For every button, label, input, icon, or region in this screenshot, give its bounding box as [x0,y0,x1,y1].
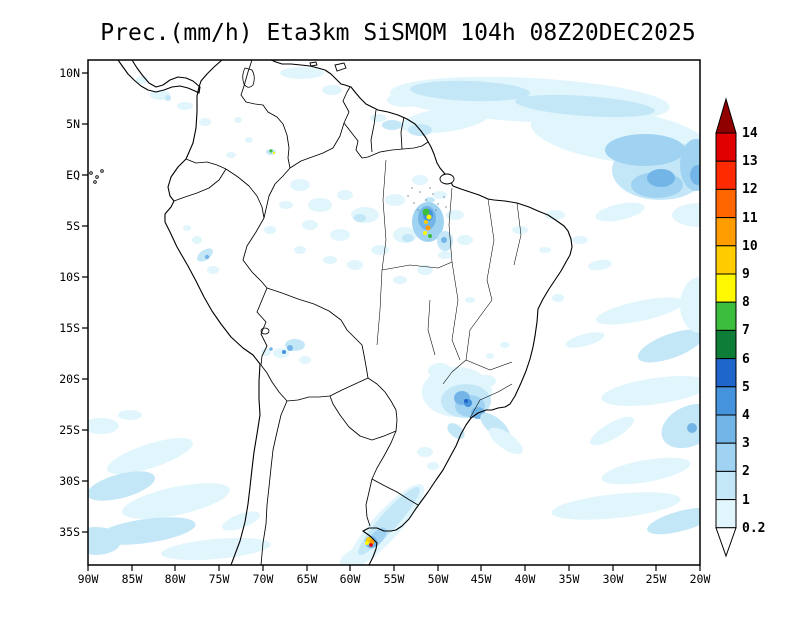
y-tick-label: 5S [66,219,80,233]
galapagos-islands [89,169,104,184]
colorbar-label: 1 [742,493,750,508]
colorbar-overflow-top [715,97,737,134]
x-tick-label: 60W [340,572,361,586]
y-tick-label: EQ [66,168,80,182]
colorbar-segment [715,188,737,219]
colorbar-segment [715,386,737,416]
y-tick-label: 5N [66,117,80,131]
trinidad-island [334,62,347,72]
drizzle-dots [407,187,447,211]
x-tick-label: 65W [297,572,318,586]
y-axis-labels: 10N 5N EQ 5S 10S 15S 20S 25S 30S 35S [59,66,80,539]
colorbar-label: 9 [742,267,750,282]
colorbar-label: 10 [742,239,758,254]
x-tick-label: 25W [646,572,667,586]
colorbar-segment [715,358,737,388]
colorbar-segment [715,160,737,190]
colorbar-overflow-bottom [715,527,737,558]
colorbar-label: 13 [742,154,758,169]
frontal-precip-core [340,484,425,565]
colorbar-segment [715,499,737,529]
y-axis-ticks [82,72,88,533]
colorbar-label: 7 [742,323,750,338]
plot-title: Prec.(mm/h) Eta3km SiSMOM 104h 08Z20DEC2… [100,20,695,46]
colorbar: 14 13 12 11 10 9 8 7 6 5 4 3 2 1 0.2 [715,97,765,558]
x-tick-label: 50W [428,572,449,586]
precipitation-layer [88,67,700,565]
x-tick-label: 35W [559,572,580,586]
x-tick-label: 90W [78,572,99,586]
southeast-brazil-precip [417,363,524,470]
y-tick-label: 10N [59,66,80,80]
y-tick-label: 30S [59,474,80,488]
colorbar-label: 14 [742,126,758,141]
colorbar-segment [715,470,737,501]
marajo-island [439,173,455,185]
colorbar-segment [715,329,737,360]
x-tick-label: 75W [209,572,230,586]
x-tick-label: 85W [122,572,143,586]
colorbar-label: 0.2 [742,521,765,536]
x-tick-label: 30W [603,572,624,586]
x-axis-ticks [87,565,701,571]
x-tick-label: 70W [253,572,274,586]
x-tick-label: 40W [515,572,536,586]
colorbar-label: 8 [742,295,750,310]
x-tick-label: 55W [384,572,405,586]
margarita-island [309,61,318,67]
colorbar-segment [715,245,737,275]
colorbar-segment [715,442,737,472]
x-tick-label: 45W [471,572,492,586]
colorbar-labels: 14 13 12 11 10 9 8 7 6 5 4 3 2 1 0.2 [742,126,765,536]
central-america-coastline [117,60,201,94]
colorbar-segment [715,414,737,444]
y-tick-label: 35S [59,525,80,539]
colorbar-segment [715,273,737,303]
coastline-layer [89,60,573,565]
colorbar-segment [715,301,737,331]
colorbar-label: 2 [742,464,750,479]
y-tick-label: 10S [59,270,80,284]
colorbar-label: 5 [742,380,750,395]
state-borders-layer [376,159,522,419]
y-tick-label: 20S [59,372,80,386]
colorbar-label: 11 [742,211,758,226]
islands [89,61,455,185]
x-axis-labels: 90W 85W 80W 75W 70W 65W 60W 55W 50W 45W … [78,572,711,586]
colorbar-segment [715,217,737,247]
lake-maracaibo [242,67,255,88]
y-tick-label: 25S [59,423,80,437]
colorbar-label: 3 [742,436,750,451]
colorbar-label: 12 [742,182,758,197]
x-tick-label: 20W [690,572,711,586]
colorbar-label: 6 [742,352,750,367]
x-tick-label: 80W [165,572,186,586]
colorbar-label: 4 [742,408,750,423]
colorbar-segment [715,132,737,162]
south-america-coastline [164,60,573,565]
y-tick-label: 15S [59,321,80,335]
country-borders-layer [173,60,429,565]
amazon-precip-core [412,202,453,251]
